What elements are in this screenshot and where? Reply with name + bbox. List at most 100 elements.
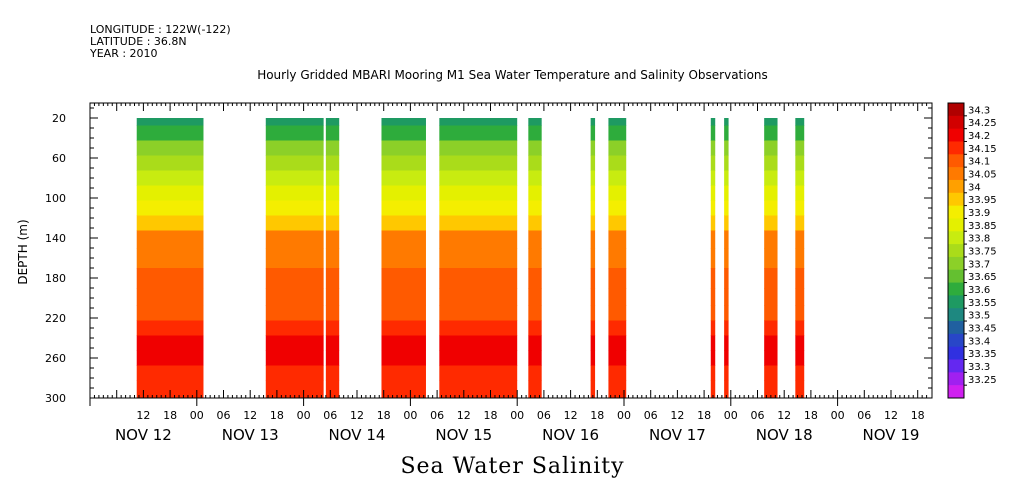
data-segment (136, 118, 204, 399)
salinity-cell (764, 118, 778, 126)
plot-frame (89, 102, 933, 399)
data-segment (265, 118, 324, 399)
salinity-cell (795, 305, 805, 321)
salinity-cell (608, 350, 627, 366)
salinity-cell (439, 200, 518, 216)
salinity-cell (439, 365, 518, 381)
salinity-cell (325, 215, 340, 231)
salinity-cell (528, 170, 542, 186)
salinity-cell (710, 380, 716, 399)
legend-label: 33.75 (968, 247, 997, 258)
salinity-cell (710, 335, 716, 351)
salinity-cell (265, 335, 324, 351)
x-hour-label: 06 (751, 409, 765, 422)
salinity-cell (608, 288, 627, 306)
x-hour-label: 12 (884, 409, 898, 422)
salinity-cell (439, 288, 518, 306)
salinity-cell (590, 288, 596, 306)
salinity-cell (439, 350, 518, 366)
legend-label: 34.05 (968, 170, 997, 181)
salinity-cell (136, 335, 204, 351)
salinity-cell (136, 268, 204, 289)
salinity-cell (724, 335, 729, 351)
salinity-cell (381, 305, 426, 321)
salinity-cell (439, 248, 518, 269)
salinity-cell (590, 380, 596, 399)
salinity-cell (265, 230, 324, 249)
salinity-cell (795, 215, 805, 231)
x-date-label: NOV 16 (542, 426, 599, 444)
legend-label: 33.35 (968, 349, 997, 360)
x-hour-label: 18 (804, 409, 818, 422)
salinity-cell (528, 288, 542, 306)
salinity-cell (764, 215, 778, 231)
salinity-cell (439, 155, 518, 171)
data-segment (724, 118, 729, 399)
x-hour-label: 06 (857, 409, 871, 422)
x-hour-label: 06 (430, 409, 444, 422)
legend-label: 33.85 (968, 221, 997, 232)
salinity-cell (325, 155, 340, 171)
legend-swatch (948, 103, 964, 117)
salinity-cell (590, 305, 596, 321)
x-date-label: NOV 15 (435, 426, 492, 444)
salinity-cell (528, 215, 542, 231)
salinity-cell (528, 118, 542, 126)
salinity-cell (795, 170, 805, 186)
salinity-cell (381, 125, 426, 141)
x-hour-label: 18 (911, 409, 925, 422)
salinity-cell (608, 185, 627, 201)
salinity-cell (764, 365, 778, 381)
salinity-cell (528, 380, 542, 399)
legend-swatch (948, 359, 964, 373)
legend-label: 33.3 (968, 362, 990, 373)
salinity-cell (608, 320, 627, 336)
salinity-cell (528, 305, 542, 321)
legend-swatch (948, 308, 964, 322)
salinity-cell (795, 350, 805, 366)
salinity-cell (381, 215, 426, 231)
salinity-cell (724, 155, 729, 171)
salinity-cell (136, 155, 204, 171)
legend-swatch (948, 385, 964, 399)
x-date-label: NOV 12 (115, 426, 172, 444)
salinity-cell (136, 350, 204, 366)
salinity-cell (265, 268, 324, 289)
legend-label: 33.55 (968, 298, 997, 309)
salinity-cell (795, 185, 805, 201)
legend-swatch (948, 141, 964, 155)
x-hour-label: 00 (617, 409, 631, 422)
salinity-cell (710, 185, 716, 201)
salinity-cell (764, 230, 778, 249)
y-axis: 20 60 100 140 180 220 260 300 (45, 107, 932, 405)
legend-swatch (948, 372, 964, 386)
salinity-cell (381, 185, 426, 201)
salinity-cell (795, 230, 805, 249)
legend-swatch (948, 295, 964, 309)
salinity-cell (439, 140, 518, 156)
year-label: YEAR : 2010 (90, 47, 158, 60)
salinity-cell (381, 248, 426, 269)
x-date-label: NOV 13 (222, 426, 279, 444)
salinity-cell (590, 200, 596, 216)
salinity-cell (764, 380, 778, 399)
salinity-cell (764, 248, 778, 269)
legend-swatch (948, 167, 964, 181)
salinity-cell (381, 288, 426, 306)
x-hour-label: 18 (163, 409, 177, 422)
salinity-cell (265, 140, 324, 156)
salinity-cell (325, 125, 340, 141)
salinity-cell (795, 380, 805, 399)
salinity-cell (439, 320, 518, 336)
data-segment (764, 118, 778, 399)
salinity-cell (136, 288, 204, 306)
salinity-cell (265, 185, 324, 201)
salinity-cell (528, 350, 542, 366)
x-hour-label: 18 (484, 409, 498, 422)
data-segment (528, 118, 542, 399)
data-segment (439, 118, 518, 399)
y-tick-label: 100 (45, 192, 66, 205)
salinity-cell (325, 230, 340, 249)
